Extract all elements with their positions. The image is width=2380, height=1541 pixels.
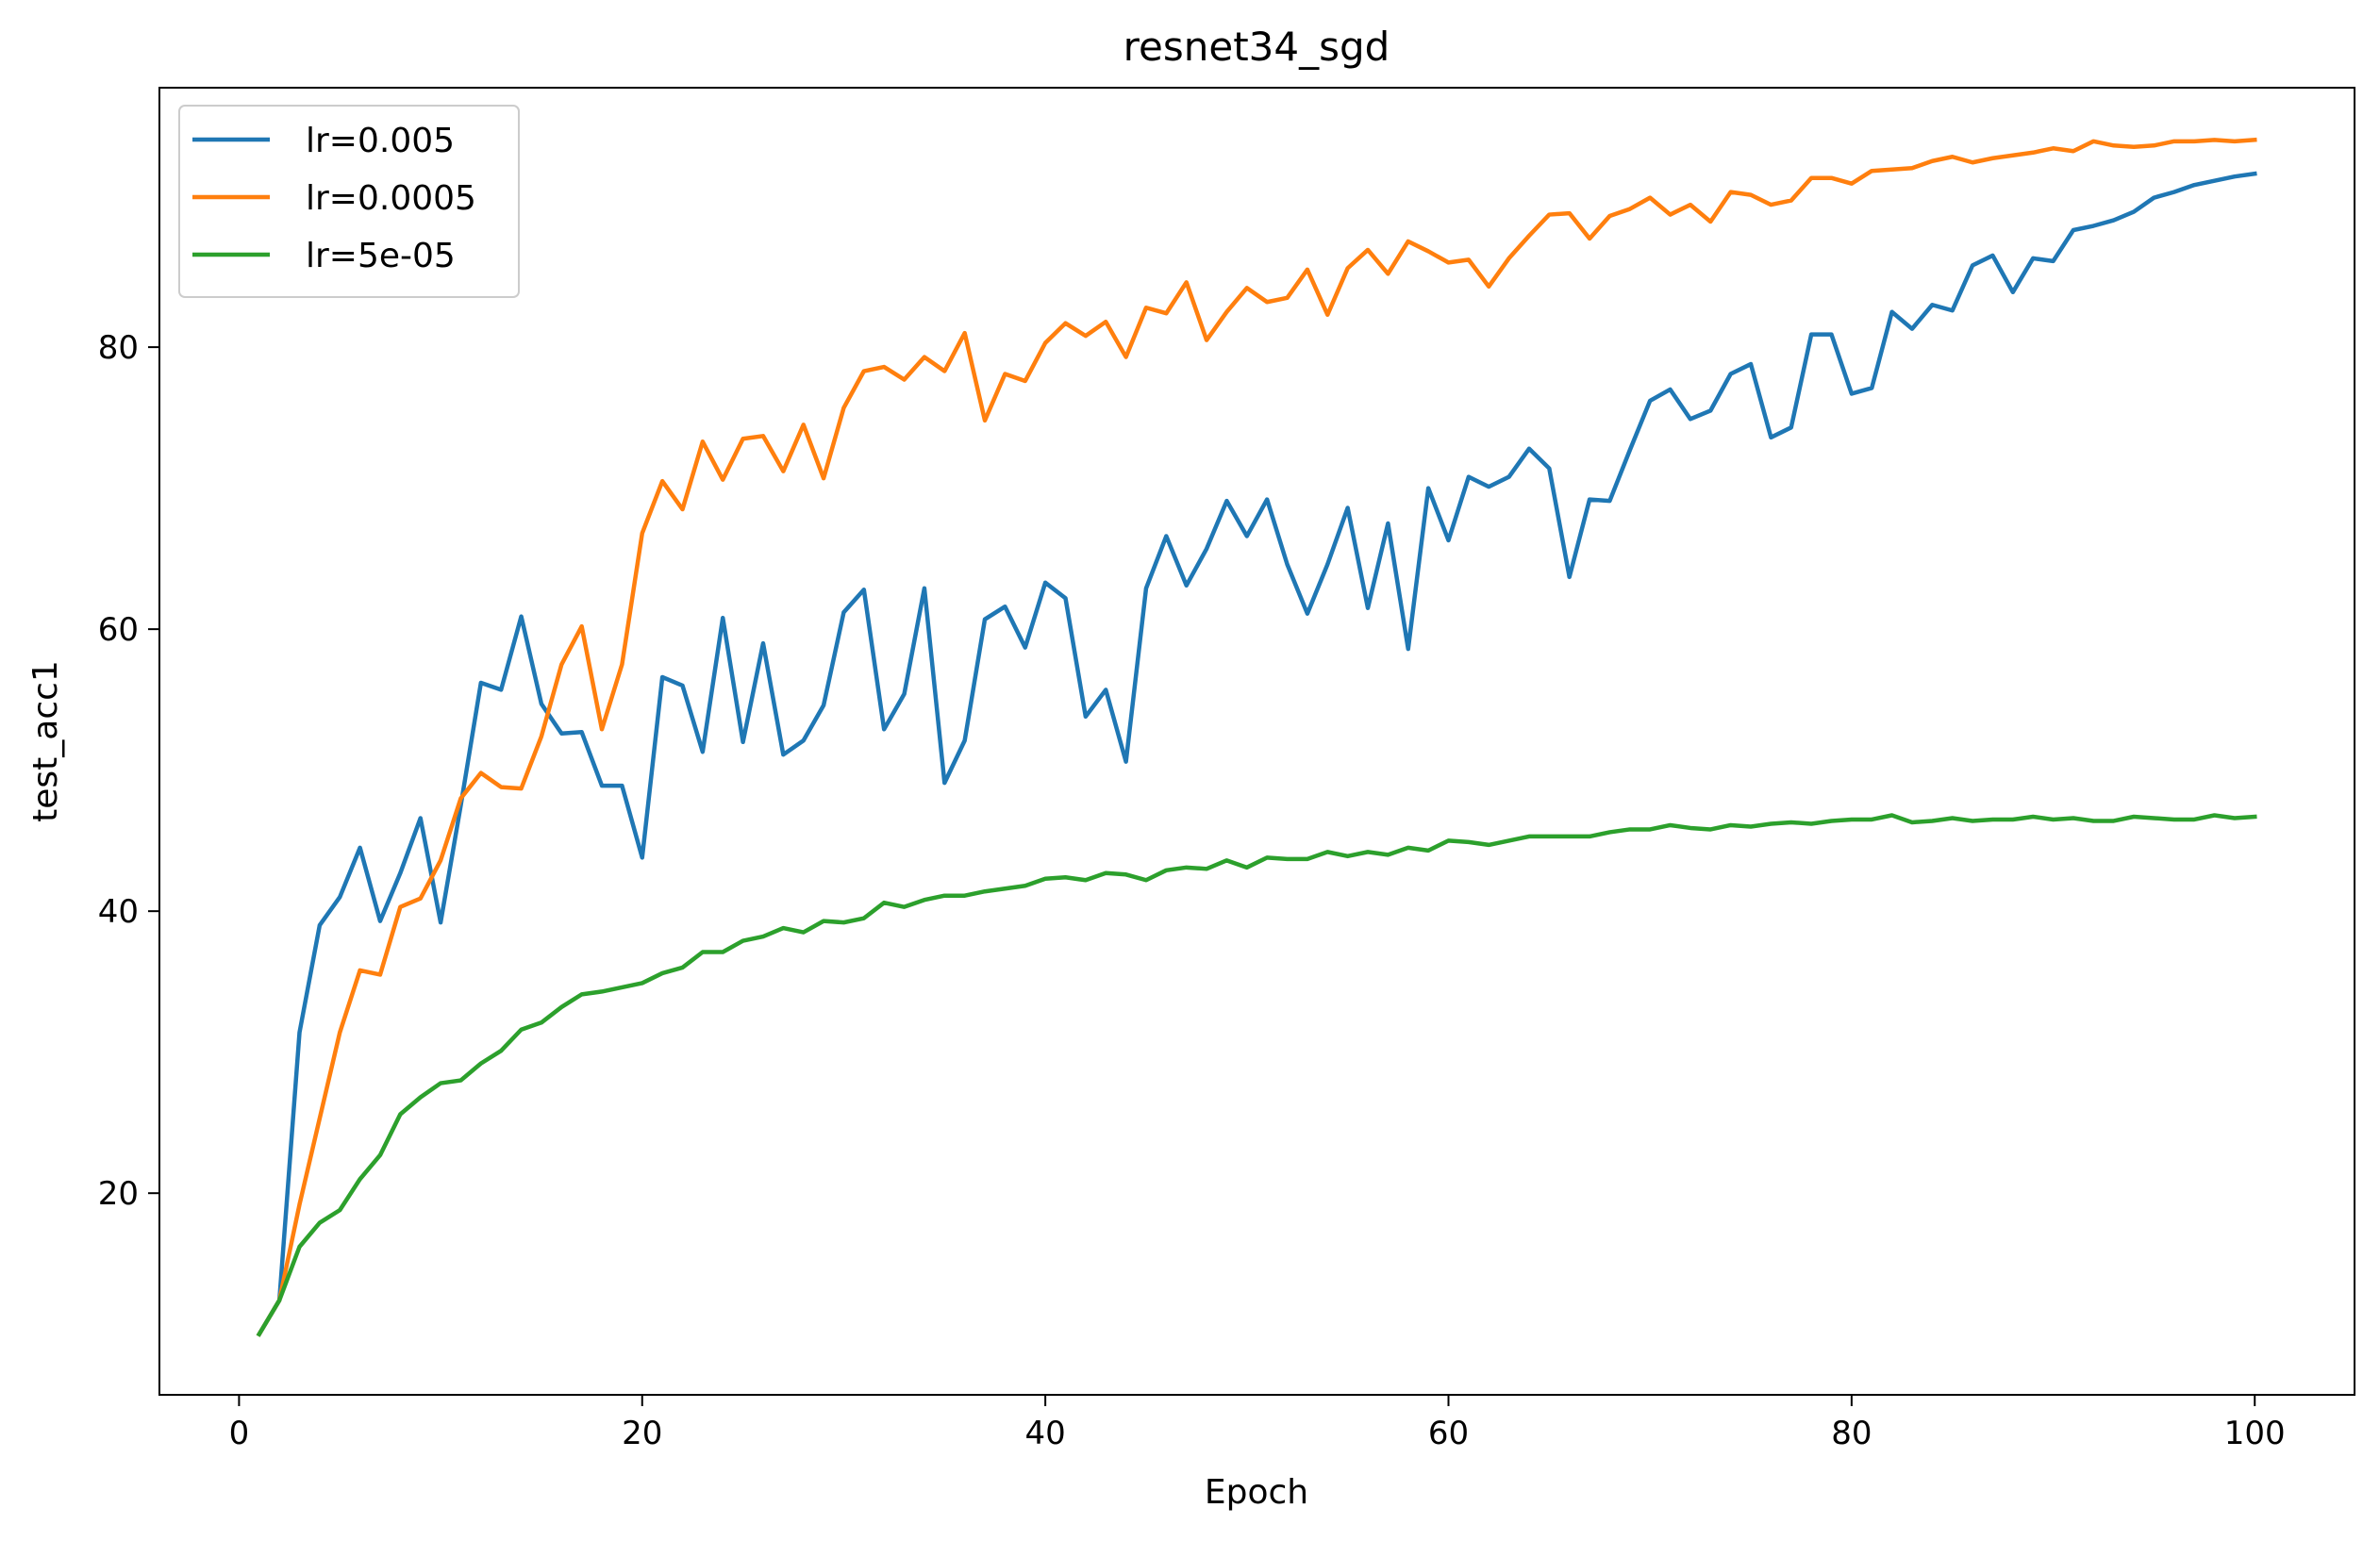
x-tick-label: 80 [1831, 1415, 1872, 1452]
x-axis-label: Epoch [1205, 1473, 1308, 1512]
chart-title: resnet34_sgd [1123, 24, 1390, 70]
y-axis-label: test_acc1 [26, 660, 65, 822]
x-tick-label: 20 [622, 1415, 662, 1452]
series-line-1 [256, 171, 2257, 1337]
y-tick-label: 60 [98, 611, 139, 649]
y-tick-label: 80 [98, 329, 139, 367]
legend-label-2: lr=0.0005 [306, 179, 476, 218]
x-tick-label: 100 [2224, 1415, 2286, 1452]
x-tick-label: 60 [1428, 1415, 1469, 1452]
legend-label-1: lr=0.005 [306, 122, 455, 160]
legend-box [178, 105, 520, 298]
legend-label-3: lr=5e-05 [306, 237, 456, 275]
series-line-3 [256, 813, 2257, 1337]
x-tick-label: 40 [1025, 1415, 1066, 1452]
x-tick-label: 0 [229, 1415, 250, 1452]
y-tick-label: 20 [98, 1175, 139, 1213]
y-axis: 20 40 60 80 [98, 329, 159, 1213]
legend: lr=0.005 lr=0.0005 lr=5e-05 [178, 105, 520, 298]
y-tick-label: 40 [98, 893, 139, 931]
plot-frame [158, 87, 2355, 1396]
x-axis: 0 20 40 60 80 100 [229, 1395, 2286, 1452]
series-line-2 [256, 137, 2257, 1337]
series-layer [256, 137, 2257, 1337]
